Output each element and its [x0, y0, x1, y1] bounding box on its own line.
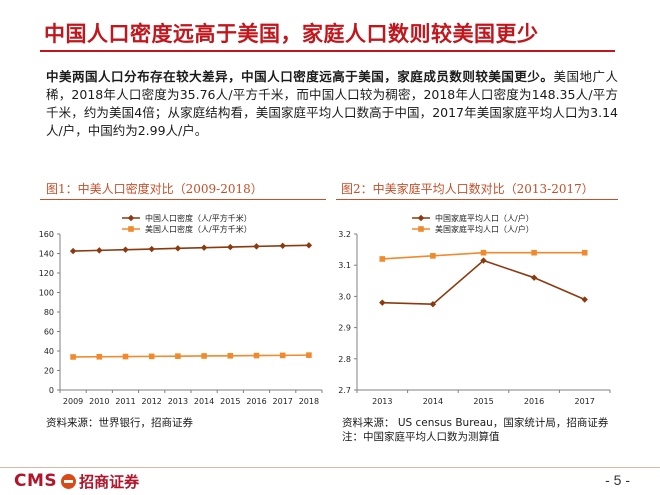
y-tick-label: 120: [39, 269, 54, 278]
y-tick-label: 40: [44, 347, 54, 356]
series-0-point: [379, 299, 386, 306]
y-tick-label: 3.2: [338, 230, 351, 239]
legend-label: 中国人口密度（人/平方千米）: [145, 213, 252, 223]
series-0-point: [174, 245, 182, 252]
series-0-point: [480, 257, 487, 264]
summary-body: 美国地广人稀，2018年人口密度为35.76人/平方千米，而中国人口较为稠密，2…: [46, 69, 618, 138]
series-0-point: [279, 242, 286, 249]
series-1-point: [306, 352, 312, 358]
x-tick-label: 2013: [168, 397, 188, 406]
figure2-caption-rule: [336, 199, 618, 200]
series-1-point: [227, 352, 234, 359]
y-tick-label: 2.9: [338, 324, 351, 333]
series-1-point: [253, 352, 260, 359]
household-size-chart: 2.7 2.8 2.9 3.0 3.1 3.2 2013 2014 2015 2016 2017 中国…: [338, 213, 611, 406]
series-1-point: [175, 353, 181, 359]
series-line-0: [73, 244, 309, 252]
series-0-point: [429, 301, 437, 308]
summary-paragraph: 中美两国人口分布存在较大差异，中国人口密度远高于美国，家庭成员数则较美国更少。美…: [46, 68, 618, 140]
series-1-point: [480, 249, 487, 256]
figure1-source: 资料来源：世界银行，招商证券: [46, 417, 193, 429]
figure1-caption-rule: [40, 199, 326, 200]
company-logo: CMS 招商证券: [14, 470, 139, 492]
legend-label: 美国人口密度（人/平方千米）: [145, 224, 252, 234]
series-0-point: [227, 243, 234, 251]
series-0-point: [200, 244, 208, 251]
y-tick-label: 20: [44, 367, 54, 376]
x-tick-label: 2011: [115, 397, 135, 406]
series-0-point: [253, 243, 260, 250]
series-1-point: [201, 353, 207, 359]
series-0-point: [96, 247, 103, 254]
y-tick-label: 3.1: [338, 261, 351, 270]
x-tick-label: 2009: [63, 397, 83, 406]
series-0-point: [122, 246, 129, 253]
series-line-1: [73, 354, 309, 358]
x-tick-label: 2018: [299, 397, 319, 406]
figure2-source-line1: 资料来源： US census Bureau，国家统计局，招商证券: [342, 417, 609, 429]
series-0-point: [69, 247, 77, 255]
legend-swatch-marker: [128, 226, 134, 232]
legend-label: 美国家庭平均人口（人/户）: [435, 224, 534, 234]
series-1-point: [430, 253, 436, 259]
y-tick-label: 0: [49, 386, 54, 395]
y-tick-label: 160: [39, 230, 54, 239]
y-tick-label: 3.0: [338, 292, 351, 301]
legend-swatch-marker: [417, 214, 425, 222]
logo-cms-text: CMS: [14, 471, 58, 491]
logo-cn-text: 招商证券: [79, 472, 140, 491]
series-line-0: [382, 259, 586, 306]
page-number: - 5 -: [605, 472, 630, 488]
x-tick-label: 2010: [89, 397, 109, 406]
series-0-point: [148, 245, 155, 253]
legend-swatch-marker: [127, 214, 135, 222]
legend-swatch-marker: [418, 226, 424, 232]
y-tick-label: 2.7: [338, 386, 351, 395]
series-1-point: [279, 352, 286, 359]
y-tick-label: 140: [39, 250, 54, 259]
x-tick-label: 2014: [194, 397, 214, 406]
series-1-point: [531, 249, 537, 256]
series-1-point: [581, 249, 588, 256]
y-tick-label: 2.8: [338, 355, 351, 364]
x-tick-label: 2012: [142, 397, 162, 406]
y-tick-label: 80: [44, 308, 54, 317]
x-tick-label: 2017: [273, 397, 293, 406]
series-0-point: [530, 274, 538, 281]
x-tick-label: 2014: [423, 397, 443, 406]
series-1-point: [70, 354, 76, 360]
page-title: 中国人口密度远高于美国，家庭人口数则较美国更少: [44, 22, 539, 46]
legend-label: 中国家庭平均人口（人/户）: [435, 213, 534, 223]
summary-lead: 中美两国人口分布存在较大差异，中国人口密度远高于美国，家庭成员数则较美国更少。: [46, 69, 554, 84]
density-chart: 0 20 40 60 80 100 120 140 160 2009 2010 2011 2012 201…: [39, 213, 323, 406]
footer-rule: [0, 467, 660, 468]
series-0-point: [581, 296, 588, 303]
x-tick-label: 2016: [246, 397, 266, 406]
title-underline: [40, 50, 615, 52]
figure1-caption: 图1：中美人口密度对比（2009-2018）: [46, 182, 263, 196]
series-1-point: [96, 353, 103, 360]
y-tick-label: 60: [44, 328, 54, 337]
series-1-point: [122, 353, 129, 360]
x-tick-label: 2013: [372, 397, 392, 406]
series-1-point: [148, 353, 155, 360]
logo-emblem-icon: [61, 473, 77, 489]
series-0-point: [305, 242, 313, 249]
figure2-caption: 图2：中美家庭平均人口数对比（2013-2017）: [341, 182, 594, 196]
x-tick-label: 2015: [220, 397, 240, 406]
figure2-source-line2: 注：中国家庭平均人口数为测算值: [342, 431, 500, 443]
series-1-point: [379, 256, 386, 262]
x-tick-label: 2017: [575, 397, 595, 406]
x-tick-label: 2015: [473, 397, 493, 406]
x-tick-label: 2016: [524, 397, 544, 406]
y-tick-label: 100: [39, 289, 54, 298]
